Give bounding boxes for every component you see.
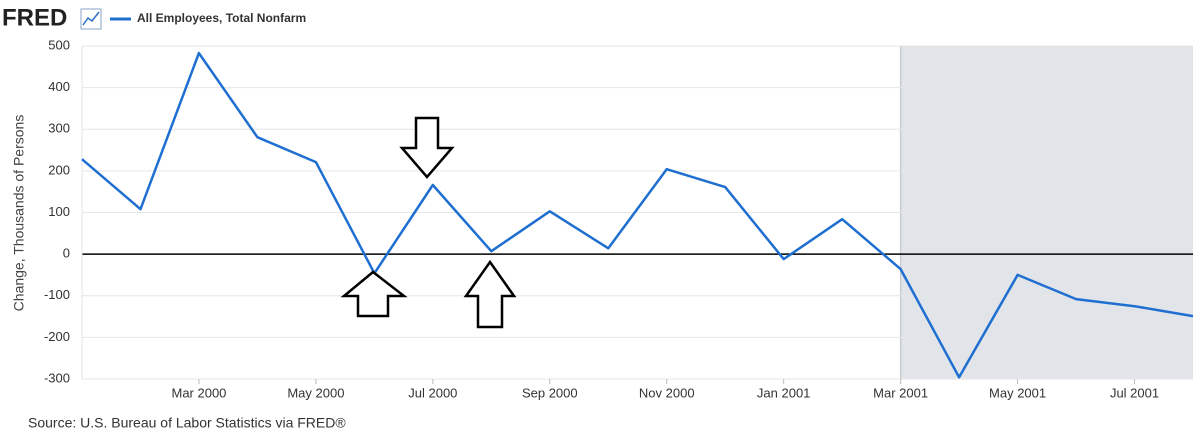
plot: 500 400 300 200 100 0 -100 -200 -300 Mar 2000 May … — [44, 37, 1194, 400]
logo-icon — [80, 8, 102, 30]
y-tick-label: 500 — [48, 37, 70, 52]
y-tick-label: -200 — [44, 329, 70, 344]
annotation-arrows — [340, 116, 517, 329]
x-tick-label: Jan 2001 — [757, 385, 811, 400]
up-arrow — [463, 259, 517, 329]
x-tick-label: May 2001 — [989, 385, 1046, 400]
y-tick-label: 300 — [48, 121, 70, 136]
y-tick-label: 100 — [48, 204, 70, 219]
x-tick-label: Jul 2000 — [408, 385, 457, 400]
y-tick-label: 200 — [48, 162, 70, 177]
x-tick-label: Sep 2000 — [522, 385, 578, 400]
x-tick-label: Mar 2001 — [873, 385, 928, 400]
legend-label: All Employees, Total Nonfarm — [137, 11, 306, 25]
series-line — [81, 51, 1194, 379]
y-tick-label: 400 — [48, 79, 70, 94]
down-arrow — [399, 116, 455, 179]
x-tick-label: May 2000 — [287, 385, 344, 400]
x-tick-label: Mar 2000 — [171, 385, 226, 400]
y-axis-label: Change, Thousands of Persons — [11, 115, 27, 312]
source: Source: U.S. Bureau of Labor Statistics … — [28, 415, 346, 431]
y-tick-label: -300 — [44, 370, 70, 385]
y-tick-label: 0 — [63, 246, 70, 261]
logo[interactable]: FRED — [2, 4, 67, 31]
up-arrow — [340, 270, 408, 318]
x-tick-label: Jul 2001 — [1110, 385, 1159, 400]
y-tick-label: -100 — [44, 287, 70, 302]
x-tick-label: Nov 2000 — [639, 385, 695, 400]
